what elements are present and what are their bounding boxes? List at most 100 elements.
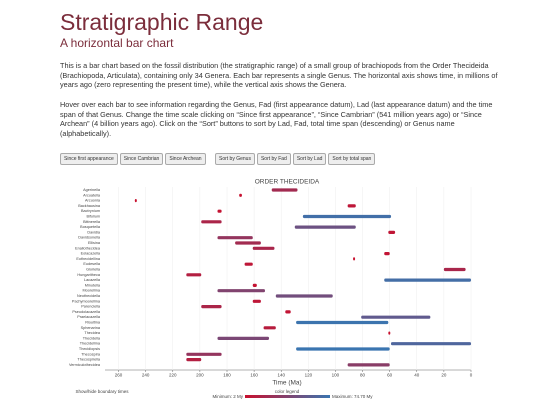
sort-button[interactable]: Sort by total span xyxy=(328,153,376,165)
bar xyxy=(201,220,222,224)
scale-button[interactable]: Since Cambrian xyxy=(119,153,164,165)
y-tick-label: Eolacazella xyxy=(81,252,101,256)
bar xyxy=(134,199,137,203)
boundary-toggle[interactable]: Show/hide boundary times xyxy=(75,389,129,394)
bar xyxy=(244,262,253,266)
sort-button[interactable]: Sort by Lad xyxy=(292,153,327,165)
bar xyxy=(391,342,471,346)
bar xyxy=(239,193,242,197)
y-tick-label: Davidia xyxy=(87,230,101,234)
bar xyxy=(201,305,222,309)
x-tick-label: 260 xyxy=(115,373,123,378)
bar xyxy=(353,257,356,261)
x-axis-title: Time (Ma) xyxy=(272,380,301,387)
y-tick-label: Enallothecidea xyxy=(75,246,101,250)
scale-button[interactable]: Since Archean xyxy=(165,153,206,165)
bar xyxy=(186,273,202,277)
y-tick-label: Bifolium xyxy=(86,215,100,219)
y-tick-label: Bosquetella xyxy=(80,225,101,229)
bar xyxy=(235,241,261,245)
bar xyxy=(217,289,265,293)
bar xyxy=(263,326,276,330)
x-tick-label: 160 xyxy=(250,373,258,378)
bar xyxy=(275,294,333,298)
chart-title: ORDER THECIDEIDA xyxy=(255,179,320,186)
y-tick-label: Bactrynium xyxy=(81,209,100,213)
y-tick-label: Vermiculothecidea xyxy=(69,363,101,367)
y-tick-label: Thecidellina xyxy=(80,342,101,346)
y-tick-label: Pachymoorellina xyxy=(72,299,101,303)
x-tick-label: 140 xyxy=(277,373,285,378)
bar xyxy=(384,278,471,282)
bar xyxy=(186,352,222,356)
sort-button[interactable]: Sort by Genus xyxy=(215,153,255,165)
bar xyxy=(271,188,298,192)
x-tick-label: 200 xyxy=(196,373,204,378)
bar xyxy=(388,331,391,335)
x-tick-label: 60 xyxy=(387,373,393,378)
scale-buttons: Since first appearance Since Cambrian Si… xyxy=(60,153,206,165)
y-tick-label: Rioultina xyxy=(85,321,101,325)
y-tick-label: Lacazella xyxy=(84,278,101,282)
y-tick-label: Praelacazella xyxy=(77,315,101,319)
y-tick-label: Ellisina xyxy=(88,241,101,245)
bar xyxy=(296,320,389,325)
y-tick-label: Parenciella xyxy=(81,305,101,309)
bar xyxy=(217,209,222,213)
bar xyxy=(252,246,275,250)
y-tick-label: Thecidea xyxy=(84,331,101,335)
sort-buttons: Sort by Genus Sort by Fad Sort by Lad So… xyxy=(215,153,376,165)
bar xyxy=(388,230,396,234)
y-tick-label: Thecospira xyxy=(81,352,101,356)
y-tick-label: Minutella xyxy=(85,283,101,287)
x-tick-label: 40 xyxy=(414,373,420,378)
bar xyxy=(347,204,356,208)
y-tick-label: Bittnerella xyxy=(83,220,101,224)
page-title: Stratigraphic Range xyxy=(60,9,264,35)
y-tick-label: Hungaritheca xyxy=(77,273,100,277)
y-tick-label: Thecospirella xyxy=(77,358,100,362)
x-tick-label: 240 xyxy=(142,373,150,378)
bar xyxy=(443,267,466,272)
sort-button[interactable]: Sort by Fad xyxy=(256,153,291,165)
y-tick-label: Neothecidella xyxy=(77,294,101,298)
y-tick-label: Thecidiopsis xyxy=(79,347,100,351)
x-tick-label: 0 xyxy=(470,373,473,378)
legend-max: Maximum: 74.70 My xyxy=(332,394,373,399)
bar xyxy=(186,358,202,362)
y-tick-label: Thecidella xyxy=(83,336,101,340)
y-tick-label: Pseudolacazella xyxy=(72,310,101,314)
y-tick-label: Arcuatella xyxy=(83,193,101,197)
legend-title: color legend xyxy=(275,389,300,394)
color-legend-bar xyxy=(245,395,330,398)
y-tick-label: Eothecidellina xyxy=(76,257,101,261)
bar xyxy=(294,225,356,229)
x-tick-label: 80 xyxy=(360,373,366,378)
x-tick-label: 120 xyxy=(305,373,313,378)
chart: ORDER THECIDEIDA Time (Ma) Show/hide bou… xyxy=(69,179,473,399)
y-tick-label: Gloriella xyxy=(86,268,101,272)
y-tick-label: Arcuonia xyxy=(85,199,101,203)
bar xyxy=(252,283,257,287)
bar xyxy=(217,336,270,340)
y-tick-label: Moorellina xyxy=(82,289,100,293)
bar xyxy=(252,299,261,303)
bar xyxy=(217,236,253,240)
paragraph: Hover over each bar to see information r… xyxy=(60,100,493,139)
legend-min: Minimum: 2 My xyxy=(212,394,243,399)
paragraph: This is a bar chart based on the fossil … xyxy=(60,61,498,90)
bar xyxy=(347,363,390,367)
bar xyxy=(285,310,291,314)
y-tick-label: Agerinella xyxy=(83,188,101,192)
x-tick-label: 100 xyxy=(332,373,340,378)
page-subtitle: A horizontal bar chart xyxy=(60,36,174,50)
x-tick-label: 20 xyxy=(441,373,447,378)
scale-button[interactable]: Since first appearance xyxy=(60,153,118,165)
bar xyxy=(302,214,392,219)
y-tick-label: Eudesella xyxy=(83,262,101,266)
y-tick-label: Davidsonella xyxy=(78,236,101,240)
bar xyxy=(361,315,431,319)
y-tick-label: Sphenarina xyxy=(81,326,101,330)
x-tick-label: 220 xyxy=(169,373,177,378)
